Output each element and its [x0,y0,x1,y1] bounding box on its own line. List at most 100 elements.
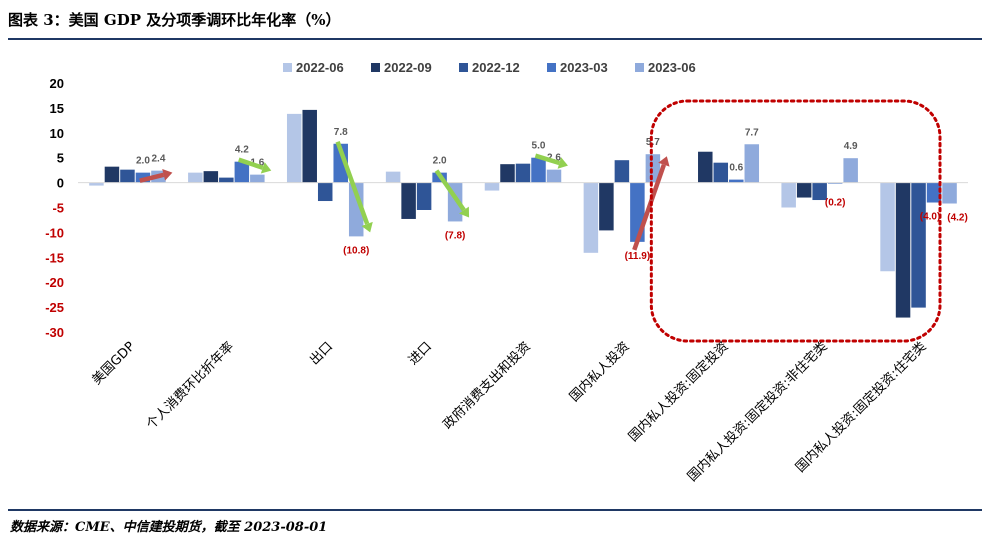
title-rule [8,38,982,40]
bar [843,158,858,183]
bar [781,182,796,208]
bar [614,160,630,183]
bar [531,157,546,183]
bar [911,182,926,308]
y-tick-label: 20 [50,76,64,91]
data-label: 5.7 [646,137,660,148]
trend-arrow-head [458,206,470,218]
legend-swatch-2023-03 [547,63,556,72]
data-label: (0.2) [825,198,846,209]
bar [401,182,416,219]
bar [926,182,942,203]
trend-arrow [335,140,370,225]
bar [286,113,302,183]
legend-label-2022-06: 2022-06 [296,60,344,75]
y-tick-label: -5 [52,201,64,216]
category-label: 进口 [406,339,435,368]
bar [599,182,614,231]
y-tick-label: -10 [45,225,64,240]
bar [583,182,599,253]
data-label: 4.2 [235,145,249,156]
y-tick-label: -20 [45,275,64,290]
bar [250,174,265,183]
bar [385,171,401,183]
bar [812,182,827,201]
data-label: 0.6 [729,163,743,174]
footer-rule [8,509,982,511]
bar [515,163,531,183]
y-tick-label: -15 [45,250,64,265]
bar [942,182,957,204]
bar [333,143,348,183]
trend-arrow-head [162,168,173,181]
bar [416,182,432,210]
bar [188,172,203,183]
bar [234,161,250,183]
bar [203,171,219,183]
bar [317,182,333,202]
data-label: 7.7 [745,127,759,138]
trend-arrow [238,157,264,170]
page-title: 图表 3：美国 GDP 及分项季调环比年化率（%） [8,11,341,29]
category-label: 美国GDP [90,339,139,388]
trend-arrow-head [260,162,272,174]
y-tick-label: -30 [45,325,64,340]
trend-arrow [434,169,466,212]
source-note: 数据来源：CME、中信建投期货，截至 2023-08-01 [10,520,328,535]
data-label: 7.8 [334,127,348,138]
bar [500,164,515,183]
category-label: 出口 [307,339,336,368]
legend-swatch-2022-06 [283,63,292,72]
data-label: (4.0) [920,212,941,223]
y-tick-label: 15 [50,101,64,116]
legend-swatch-2022-12 [459,63,468,72]
bar [895,182,911,318]
y-tick-label: 10 [50,126,64,141]
bar [219,177,234,183]
bar [880,182,895,272]
data-label: (10.8) [343,245,369,256]
data-label: (7.8) [445,230,466,241]
trend-arrow [632,163,667,251]
bar [348,182,364,237]
bar [484,182,500,191]
trend-arrow [139,172,165,183]
bar [546,169,562,183]
data-label: 2.0 [136,156,150,167]
category-label: 个人消费环比折年率 [143,339,237,433]
bar [698,151,713,183]
bar [729,179,744,183]
trend-arrow-head [658,156,670,167]
category-label: 国内私人投资 [566,339,632,405]
data-label: 2.0 [433,156,447,167]
data-label: (11.9) [625,251,651,262]
y-tick-label: 5 [57,151,64,166]
trend-arrow-head [557,157,568,169]
trend-arrow [534,153,561,166]
trend-arrow-head [361,221,373,233]
y-tick-label: -25 [45,300,64,315]
legend-label-2022-09: 2022-09 [384,60,432,75]
category-label: 国内私人投资:固定投资 [625,339,731,445]
bar [302,109,317,183]
bar [645,154,661,183]
bar [796,182,812,198]
bar [744,144,760,183]
legend-label-2023-03: 2023-03 [560,60,608,75]
bar [104,166,120,183]
legend-label-2023-06: 2023-06 [648,60,696,75]
legend-label-2022-12: 2022-12 [472,60,520,75]
bar [713,162,729,183]
bar [120,169,135,183]
data-label: 2.4 [151,154,165,165]
category-label: 政府消费支出和投资 [440,339,534,433]
data-label: 2.6 [547,153,561,164]
highlight-box [649,99,942,343]
data-label: (4.2) [947,213,968,224]
y-tick-label: 0 [57,176,64,191]
data-label: 5.0 [532,141,546,152]
bar [89,182,104,186]
legend-swatch-2022-09 [371,63,380,72]
data-label: 1.6 [250,158,264,169]
